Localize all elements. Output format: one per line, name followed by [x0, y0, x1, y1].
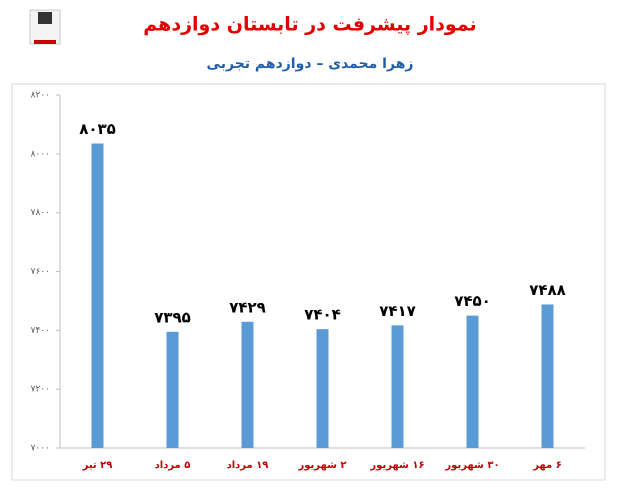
bar [466, 315, 479, 448]
data-label: ۷۴۰۴ [304, 306, 341, 324]
bar [241, 321, 254, 448]
logo [29, 9, 61, 45]
bar [316, 329, 329, 448]
x-tick-label: ۱۹ مرداد [227, 460, 269, 471]
y-tick-label: ۸۲۰۰ [31, 91, 50, 101]
bar [541, 304, 554, 448]
x-tick-label: ۲ شهریور [297, 460, 346, 471]
data-label: ۷۴۱۷ [379, 302, 416, 320]
chart-subtitle: زهرا محمدی – دوازدهم تجربی [207, 56, 414, 72]
bar [91, 143, 104, 448]
y-tick-label: ۸۰۰۰ [31, 149, 50, 159]
bar [391, 325, 404, 448]
chart-title: نمودار پیشرفت در تابستان دوازدهم [143, 14, 476, 36]
data-label: ۷۴۲۹ [229, 298, 266, 316]
y-tick-label: ۷۶۰۰ [31, 267, 50, 277]
y-tick-label: ۷۸۰۰ [31, 208, 50, 218]
data-label: ۷۴۵۰ [454, 292, 491, 310]
data-label: ۷۳۹۵ [154, 308, 191, 326]
y-tick-label: ۷۴۰۰ [31, 326, 50, 336]
x-tick-label: ۲۹ تیر [82, 460, 113, 471]
bar [166, 331, 179, 448]
x-tick-label: ۶ مهر [532, 460, 562, 471]
y-tick-label: ۷۰۰۰ [31, 444, 50, 454]
y-tick-label: ۷۲۰۰ [31, 385, 50, 395]
chart-frame [11, 83, 606, 481]
x-tick-label: ۵ مرداد [155, 460, 191, 471]
x-tick-label: ۱۶ شهریور [369, 460, 424, 471]
x-tick-label: ۳۰ شهریور [444, 460, 499, 471]
data-label: ۸۰۳۵ [79, 120, 116, 138]
data-label: ۷۴۸۸ [529, 281, 566, 299]
